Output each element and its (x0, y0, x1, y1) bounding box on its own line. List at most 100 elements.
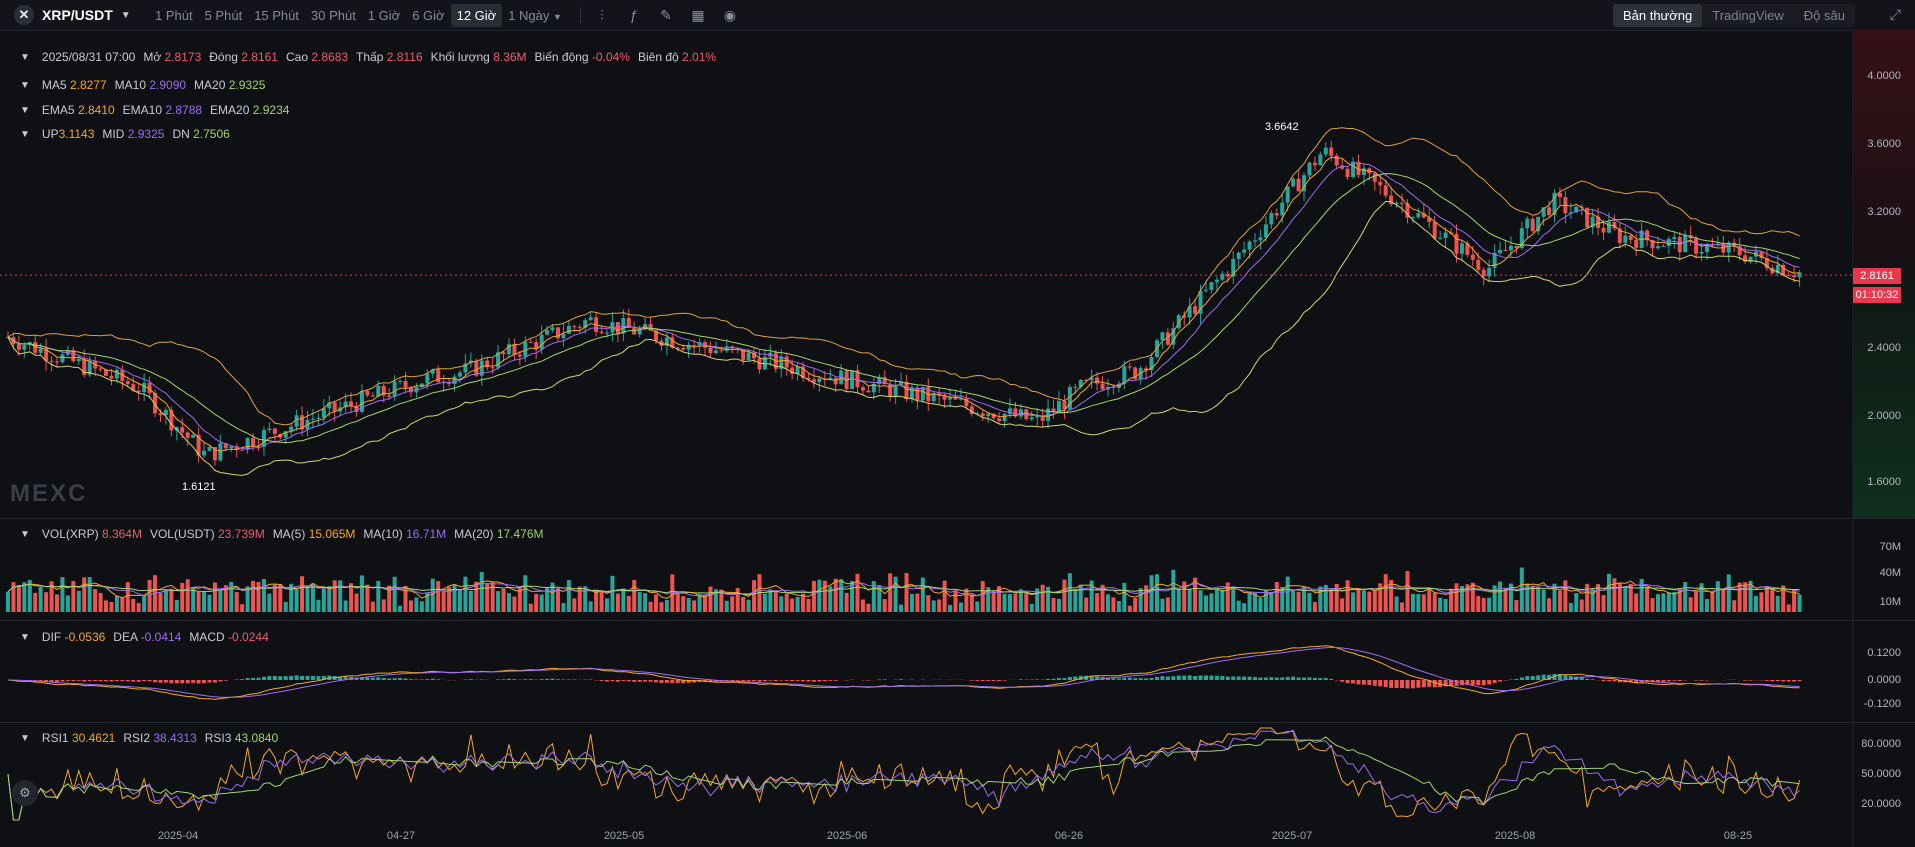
interval-5m[interactable]: 5 Phút (204, 7, 243, 23)
price-chart[interactable] (0, 30, 1915, 847)
ma10-label: MA10 (114, 78, 146, 92)
volume-bar (648, 601, 653, 612)
volume-bar (1617, 583, 1622, 612)
macd-histogram-bar (1204, 675, 1208, 680)
volume-bar (545, 588, 550, 612)
interval-15m[interactable]: 15 Phút (254, 7, 300, 23)
candle-body (1508, 245, 1513, 251)
macd-histogram-bar (610, 680, 615, 682)
interval-6h[interactable]: 6 Giờ (412, 7, 445, 23)
chevron-down-icon[interactable]: ▼ (20, 631, 30, 643)
macd-histogram-bar (310, 675, 315, 680)
macd-histogram-bar (354, 677, 359, 680)
macd-histogram-bar (1514, 678, 1519, 680)
macd-histogram-bar (1661, 680, 1666, 682)
volume-bar (1116, 601, 1121, 612)
candle-body (1552, 192, 1557, 215)
macd-histogram-bar (1748, 680, 1753, 681)
macd-histogram-bar (1062, 678, 1067, 680)
rsi3-value: 43.0840 (234, 731, 279, 745)
volume-bar (1748, 580, 1753, 612)
candle-body (163, 410, 168, 416)
macd-histogram-bar (1372, 680, 1377, 686)
macd-histogram-bar (1416, 680, 1421, 688)
macd-histogram-bar (376, 677, 381, 680)
interval-12h[interactable]: 12 Giờ (450, 3, 503, 27)
macd-histogram-bar (1438, 680, 1443, 688)
current-price-badge: 2.8161 (1853, 268, 1901, 284)
candle-body (1351, 161, 1356, 177)
candle-body (1231, 258, 1236, 277)
candle-body (877, 377, 882, 384)
volume-bar (1247, 591, 1252, 612)
volume-bar (1334, 583, 1339, 612)
macd-histogram-bar (1176, 675, 1181, 680)
macd-histogram-bar (1770, 680, 1775, 682)
volume-bar (289, 583, 294, 612)
volume-bar (22, 582, 27, 612)
countdown-badge: 01:10:32 (1853, 287, 1901, 303)
candle-body (506, 344, 511, 355)
layout-grid-icon[interactable]: ▦ (691, 6, 705, 23)
settings-side-icon[interactable]: ⚙ (12, 780, 38, 806)
macd-histogram-bar (1253, 677, 1258, 680)
pair-selector[interactable]: ✕ XRP/USDT ▼ (0, 5, 149, 25)
fullscreen-icon[interactable]: ⤢ (1889, 6, 1901, 22)
candle-body (539, 334, 544, 350)
macd-histogram-bar (1410, 680, 1415, 689)
candle-body (1334, 155, 1339, 166)
volume-bar (447, 587, 452, 612)
camera-icon[interactable]: ◉ (723, 6, 737, 23)
dif-line (7, 645, 1800, 700)
candle-body (708, 347, 713, 354)
macd-histogram-bar (1547, 674, 1552, 680)
view-standard[interactable]: Bản thường (1612, 4, 1703, 27)
candle-body (131, 384, 136, 391)
chevron-down-icon[interactable]: ▼ (20, 104, 30, 116)
macd-histogram-bar (82, 680, 87, 682)
volume-bar (1002, 593, 1007, 612)
candle-body (1029, 417, 1034, 420)
indicator-icon[interactable]: ƒ (630, 7, 638, 23)
view-tradingview[interactable]: TradingView (1712, 8, 1784, 23)
pane-divider (0, 518, 1915, 519)
volume-bar (256, 582, 261, 612)
macd-histogram-bar (1198, 675, 1203, 680)
macd-histogram-bar (1329, 678, 1334, 680)
interval-1m[interactable]: 1 Phút (155, 7, 193, 23)
candle-body (811, 379, 816, 383)
candle-type-icon[interactable]: ⫶ (600, 6, 604, 23)
draw-pen-icon[interactable]: ✎ (660, 6, 672, 23)
volume-bar (632, 580, 637, 612)
dea-label: DEA (113, 630, 138, 644)
interval-1d[interactable]: 1 Ngày ▼ (508, 7, 562, 23)
interval-1h[interactable]: 1 Giờ (367, 7, 401, 23)
candle-body (191, 434, 196, 438)
volume-bar (1291, 590, 1296, 612)
volume-bar (11, 582, 16, 612)
macd-histogram-bar (1193, 676, 1198, 680)
view-depth[interactable]: Độ sâu (1803, 8, 1845, 23)
volume-bar (686, 598, 691, 612)
chevron-down-icon[interactable]: ▼ (20, 732, 30, 744)
candle-body (359, 390, 364, 412)
interval-30m[interactable]: 30 Phút (311, 7, 356, 23)
candle-body (648, 323, 653, 331)
macd-histogram-bar (621, 680, 626, 682)
candle-body (403, 380, 408, 388)
chevron-down-icon[interactable]: ▼ (20, 51, 30, 63)
macd-histogram-bar (1111, 678, 1116, 680)
candle-body (1432, 222, 1437, 239)
chevron-down-icon[interactable]: ▼ (20, 128, 30, 140)
macd-histogram-bar (1666, 680, 1671, 682)
macd-histogram-bar (174, 680, 179, 684)
candle-body (153, 393, 158, 414)
price-axis-tick: 4.0000 (1867, 70, 1901, 82)
candle-body (55, 361, 60, 363)
chevron-down-icon[interactable]: ▼ (20, 528, 30, 540)
chevron-down-icon[interactable]: ▼ (20, 79, 30, 91)
macd-histogram-bar (1585, 678, 1590, 680)
macd-histogram-bar (387, 678, 392, 680)
volume-bar (768, 589, 773, 612)
macd-histogram-bar (997, 680, 1002, 682)
